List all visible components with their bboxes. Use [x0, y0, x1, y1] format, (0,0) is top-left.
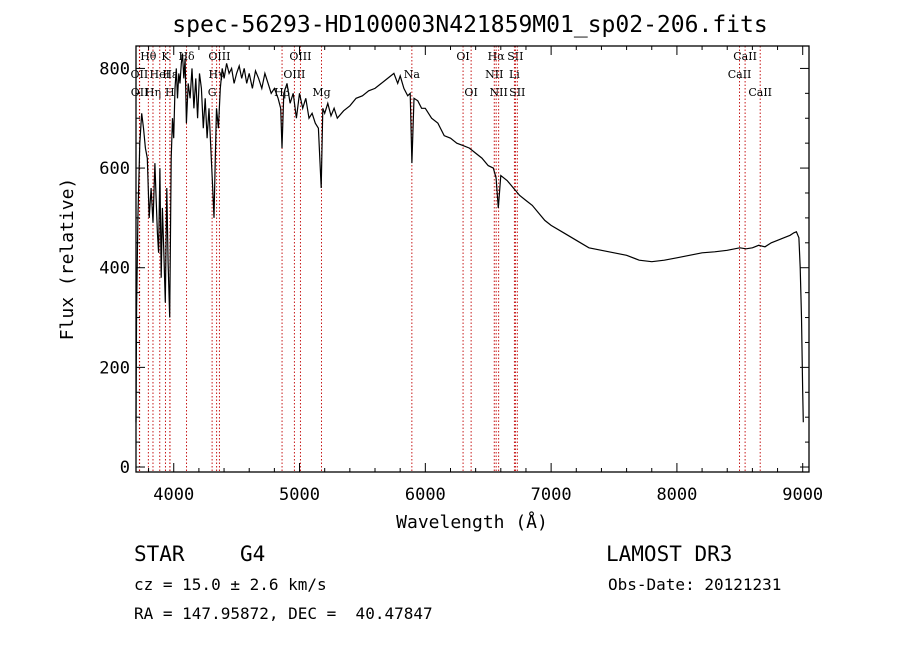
line-marker-label: OIII: [283, 68, 305, 81]
x-tick-label: 8000: [656, 485, 697, 505]
line-marker-label: OIII: [289, 50, 311, 63]
y-tick-label: 0: [120, 458, 130, 478]
x-tick-label: 4000: [153, 485, 194, 505]
line-marker-label: Hη: [145, 86, 161, 99]
x-tick-label: 9000: [782, 485, 823, 505]
y-tick-label: 400: [99, 259, 130, 279]
emission-line-markers: HθOIIOIIHηHeIKHHεHδGOIIIHγHβOIIIOIIIMgNa…: [131, 46, 772, 472]
line-marker-label: OI: [464, 86, 477, 99]
line-marker-label: CaII: [733, 50, 757, 63]
line-marker-label: Hε: [162, 68, 178, 81]
y-tick-label: 600: [99, 159, 130, 179]
line-marker-label: Hθ: [140, 50, 157, 63]
line-marker-label: OIII: [208, 50, 230, 63]
survey-name: LAMOST DR3: [606, 542, 733, 566]
line-marker-label: K: [161, 50, 170, 63]
x-tick-label: 7000: [531, 485, 572, 505]
y-axis-ticks: 0 200 400 600 800: [99, 59, 809, 478]
coordinates: RA = 147.95872, DEC = 40.47847: [134, 604, 433, 623]
line-marker-label: CaII: [728, 68, 752, 81]
line-marker-label: HeI: [150, 68, 170, 81]
line-marker-label: Hδ: [178, 50, 195, 63]
line-marker-label: Na: [404, 68, 421, 81]
y-tick-label: 800: [99, 59, 130, 79]
observation-date: Obs-Date: 20121231: [608, 575, 782, 594]
line-marker-label: Mg: [312, 86, 330, 99]
redshift-velocity: cz = 15.0 ± 2.6 km/s: [134, 575, 327, 594]
y-axis-label: Flux (relative): [57, 178, 78, 341]
line-marker-label: NII: [485, 68, 503, 81]
x-axis-ticks: 4000 5000 6000 7000 8000 9000: [148, 46, 823, 505]
line-marker-label: G: [208, 86, 217, 99]
line-marker-label: OII: [131, 86, 149, 99]
line-marker-label: SII: [509, 86, 525, 99]
plot-frame: [135, 45, 810, 473]
chart-title: spec-56293-HD100003N421859M01_sp02-206.f…: [172, 12, 767, 38]
line-marker-label: NII: [490, 86, 508, 99]
spectrum-line: [135, 53, 804, 423]
line-marker-label: Hβ: [274, 86, 290, 99]
x-tick-label: 6000: [405, 485, 446, 505]
x-axis-label: Wavelength (Å): [396, 511, 548, 533]
y-tick-label: 200: [99, 358, 130, 378]
line-marker-label: SII: [507, 50, 523, 63]
object-subclass: G4: [240, 542, 266, 566]
x-tick-label: 5000: [279, 485, 320, 505]
line-marker-label: Li: [509, 68, 520, 81]
line-marker-label: Hα: [488, 50, 506, 63]
line-marker-label: CaII: [748, 86, 772, 99]
line-marker-label: OI: [456, 50, 469, 63]
object-class: STAR: [134, 542, 185, 566]
